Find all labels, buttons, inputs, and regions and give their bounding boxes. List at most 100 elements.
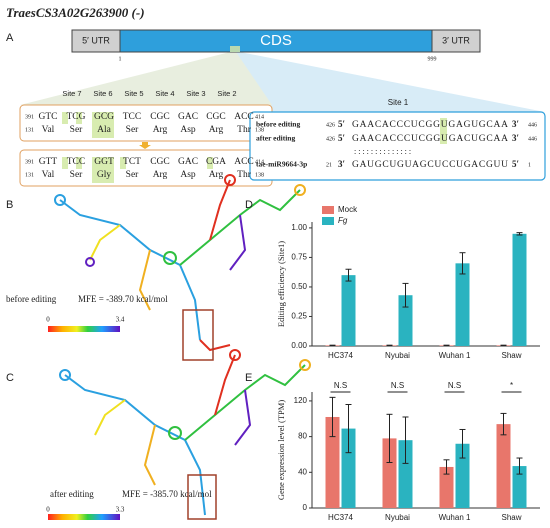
site-marker: [230, 46, 240, 52]
nt-end: 414: [255, 114, 264, 120]
x-tick-label: Wuhan 1: [439, 351, 471, 360]
y-tick-label: 0.50: [291, 282, 307, 291]
codon: GAC: [178, 157, 198, 167]
codon: CGC: [150, 157, 170, 167]
cds-label: CDS: [260, 32, 292, 49]
scale-max: 3.3: [116, 506, 125, 514]
panel-label: A: [6, 32, 14, 44]
seq-end: 446: [528, 122, 537, 128]
codon: GGT: [94, 157, 114, 167]
codon: GCG: [94, 112, 114, 122]
zoom-wedge: [232, 52, 545, 112]
end-label: 5′: [512, 159, 519, 169]
bar: [398, 440, 413, 508]
y-tick-label: 0.25: [291, 312, 307, 321]
bar: [341, 275, 356, 346]
amino-acid: Ser: [70, 170, 84, 180]
y-tick-label: 0: [303, 503, 308, 512]
significance: N.S: [391, 381, 404, 390]
pairing: : : : : : : : : : : : : : :: [354, 147, 411, 156]
mfe: MFE = -385.70 kcal/mol: [122, 489, 212, 499]
bar: [496, 424, 511, 508]
bar: [382, 438, 397, 508]
legend-label: Fg: [338, 216, 348, 225]
site-label: Site 7: [62, 89, 81, 98]
site-label: Site 4: [155, 89, 174, 98]
cds-end: 999: [428, 56, 437, 62]
x-tick-label: Shaw: [501, 513, 521, 522]
amino-acid: Ala: [97, 125, 112, 135]
site-label: Site 2: [217, 89, 236, 98]
amino-acid: Ser: [70, 125, 84, 135]
panel-label: C: [6, 372, 14, 384]
sequence: GAUGCUGUAGCUCCUGACGUU: [352, 160, 508, 170]
rna-structure: [54, 174, 306, 352]
before-box: [19, 104, 273, 142]
y-tick-label: 0.00: [291, 341, 307, 350]
scale-min: 0: [46, 316, 50, 324]
seq-start: 426: [326, 122, 335, 128]
x-tick-label: Nyubai: [385, 513, 410, 522]
panel-label: E: [245, 372, 252, 384]
significance: N.S: [448, 381, 461, 390]
amino-acid: Arg: [153, 125, 168, 135]
nt-start: 391: [25, 159, 34, 165]
codon: ACC: [234, 112, 254, 122]
rna-structure: [59, 349, 311, 516]
y-axis-label: Editing efficiency (Site1): [276, 241, 286, 327]
panel-label: B: [6, 199, 13, 211]
codon: TCG: [67, 112, 86, 122]
amino-acid: Thr: [237, 125, 252, 135]
cds-start: 1: [119, 56, 122, 62]
site1-box: [249, 111, 546, 181]
y-tick-label: 40: [298, 467, 307, 476]
bar: [512, 233, 527, 346]
bar: [455, 443, 470, 508]
figure-title: TraesCS3A02G263900 (-): [6, 5, 145, 20]
bar: [439, 466, 454, 508]
codon: GAC: [178, 112, 198, 122]
amino-acid: Asp: [180, 170, 196, 180]
aa-start: 131: [25, 172, 34, 178]
amino-acid: Val: [42, 125, 55, 135]
utr5-label: 5′ UTR: [82, 35, 110, 45]
amino-acid: Arg: [209, 125, 224, 135]
legend-label: Mock: [338, 205, 358, 214]
amino-acid: Thr: [237, 170, 252, 180]
codon: TCC: [123, 112, 141, 122]
highlights: [62, 112, 213, 183]
bar: [398, 295, 413, 346]
y-tick-label: 0.75: [291, 253, 307, 262]
codon: TCT: [123, 157, 141, 167]
amino-acid: Arg: [209, 170, 224, 180]
y-tick-label: 120: [294, 396, 308, 405]
utr3-box: [431, 29, 481, 53]
nt-start: 391: [25, 114, 34, 120]
aa-start: 131: [25, 127, 34, 133]
end-label: 3′: [338, 159, 345, 169]
y-axis-label: Gene expression level (TPM): [276, 400, 286, 500]
seq-end: 1: [528, 162, 531, 168]
amino-acid: Arg: [153, 170, 168, 180]
site-label: Site 3: [186, 89, 205, 98]
utr3-label: 3′ UTR: [442, 35, 470, 45]
structure-caption: after editing: [50, 489, 94, 499]
amino-acid: Ser: [126, 125, 140, 135]
highlight-box: [187, 474, 217, 520]
bar: [325, 416, 340, 508]
x-tick-label: HC374: [328, 513, 353, 522]
color-bar: [48, 326, 120, 332]
codon: TCC: [67, 157, 85, 167]
bar: [455, 263, 470, 346]
seq-start: 426: [326, 136, 335, 142]
panel-label: D: [245, 199, 253, 211]
end-label: 3′: [512, 119, 519, 129]
scale-min: 0: [46, 506, 50, 514]
site1-title: Site 1: [388, 98, 409, 107]
site-label: Site 5: [124, 89, 143, 98]
significance: *: [510, 381, 513, 390]
codon: GTT: [39, 157, 58, 167]
bar: [341, 428, 356, 508]
amino-acid: Asp: [180, 125, 196, 135]
